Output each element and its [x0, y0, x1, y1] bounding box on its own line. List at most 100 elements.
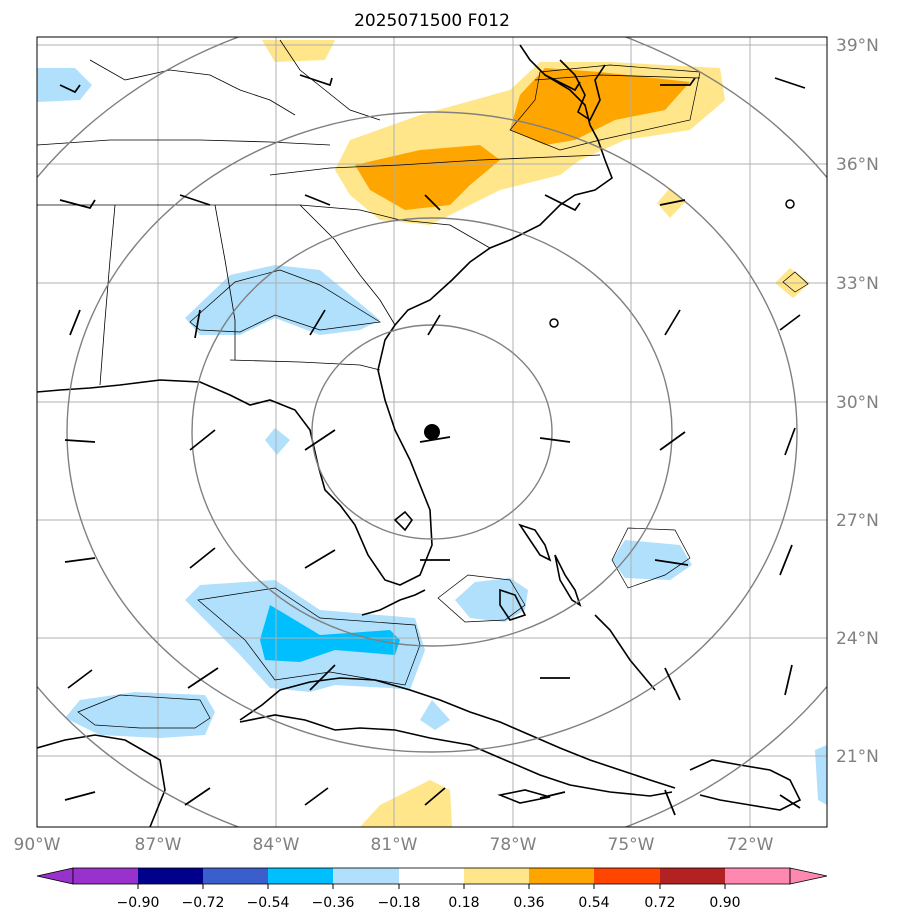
- lat-label: 27°N: [836, 511, 879, 531]
- calm-wind-circle: [549, 318, 559, 328]
- colorbar-segment: [268, 868, 333, 884]
- colorbar-label: −0.90: [117, 895, 160, 911]
- lat-label: 33°N: [836, 274, 879, 294]
- bahamas-chain: [594, 614, 656, 691]
- colorbar-label: −0.36: [312, 895, 355, 911]
- contour-gulf-south: [197, 587, 421, 686]
- wind-barb: [64, 791, 96, 801]
- wind-barb: [309, 664, 336, 691]
- chesapeake-bay: [559, 59, 606, 122]
- colorbar-outline: [72, 867, 791, 885]
- colorbar-over-arrow: [789, 867, 828, 885]
- wind-barb: [654, 559, 689, 566]
- florida-keys: [361, 589, 426, 616]
- wind-barb: [189, 429, 216, 451]
- wind-barb: [59, 199, 96, 209]
- wind-barb: [64, 439, 96, 443]
- colorbar-label: 0.72: [644, 895, 675, 911]
- storm-center-marker: [424, 424, 440, 440]
- wind-barb: [189, 547, 216, 569]
- wind-barb: [419, 436, 451, 443]
- wind-barb: [664, 789, 676, 816]
- lat-label: 39°N: [836, 36, 879, 56]
- anomaly-contours: [77, 64, 809, 729]
- graticule: [37, 37, 827, 827]
- wind-barb: [664, 667, 681, 701]
- border-ky-tn: [37, 139, 331, 146]
- wind-barb: [424, 787, 446, 806]
- positive-region-south: [360, 780, 452, 827]
- calm-wind-circle: [785, 199, 795, 209]
- jamaica: [497, 789, 551, 804]
- bahamas-eleuthera: [554, 554, 582, 607]
- map-area: [37, 37, 827, 827]
- contour-cuba-west: [77, 694, 211, 729]
- border-va-nc: [269, 154, 601, 176]
- wind-barb: [304, 787, 329, 806]
- longitude-labels: 90°W 87°W 84°W 81°W 78°W 75°W 72°W: [14, 835, 774, 855]
- map-frame: [36, 36, 828, 828]
- range-ring-2: [191, 217, 673, 647]
- wind-barb: [424, 194, 441, 211]
- negative-region-cuba-west: [65, 692, 215, 738]
- latitude-labels: 39°N 36°N 33°N 30°N 27°N 24°N 21°N: [836, 36, 879, 767]
- negative-region-small2: [420, 700, 450, 730]
- wind-barb: [184, 787, 211, 806]
- range-rings: [37, 37, 827, 827]
- negative-region-top-left: [37, 68, 92, 102]
- lon-label: 75°W: [608, 835, 655, 855]
- lon-label: 81°W: [371, 835, 418, 855]
- colorbar-segment: [725, 868, 790, 884]
- colorbar-segment: [464, 868, 529, 884]
- colorbar-segment: [73, 868, 138, 884]
- map-title: 2025071500 F012: [354, 11, 510, 31]
- colorbar-under-arrow: [36, 867, 74, 885]
- wind-barb: [779, 544, 793, 576]
- lon-label: 84°W: [253, 835, 300, 855]
- contour-positive-ne: [509, 64, 701, 151]
- colorbar-segment: [660, 868, 725, 884]
- wind-barb: [304, 429, 336, 451]
- lon-label: 78°W: [490, 835, 537, 855]
- wind-barb: [539, 437, 571, 443]
- colorbar-label: 0.54: [578, 895, 609, 911]
- lat-label: 30°N: [836, 393, 879, 413]
- wind-barb: [784, 664, 793, 696]
- colorbar-label: −0.54: [247, 895, 290, 911]
- lon-label: 90°W: [14, 835, 61, 855]
- colorbar-label: −0.72: [182, 895, 225, 911]
- lat-label: 24°N: [836, 629, 879, 649]
- lat-label: 21°N: [836, 747, 879, 767]
- wind-barb: [59, 84, 81, 94]
- colorbar-segment: [138, 868, 203, 884]
- wind-barb: [299, 74, 333, 87]
- wind-barb: [187, 667, 219, 689]
- colorbar-segment: [333, 868, 399, 884]
- border-ga-al: [214, 204, 236, 360]
- range-ring-1: [311, 324, 553, 540]
- lat-label: 36°N: [836, 155, 879, 175]
- wind-barb: [784, 427, 796, 456]
- range-ring-3: [66, 111, 798, 753]
- coastlines: [37, 44, 802, 827]
- strong-negative-region-gulf-south: [260, 605, 400, 662]
- wind-barb: [659, 199, 686, 206]
- colorbar-ticks: [137, 884, 726, 889]
- wind-barb: [539, 791, 566, 799]
- lon-label: 72°W: [727, 835, 774, 855]
- wind-barb: [64, 557, 96, 563]
- cuba-north: [239, 677, 676, 789]
- colorbar-label: 0.36: [513, 895, 544, 911]
- colorbar-label: 0.90: [709, 895, 740, 911]
- wind-barb: [774, 77, 806, 89]
- negative-region-bahamas: [455, 578, 528, 622]
- wind-barb: [309, 309, 326, 336]
- positive-anomaly-shading: [262, 40, 810, 827]
- wind-barb: [69, 309, 81, 336]
- colorbar-label: 0.18: [448, 895, 479, 911]
- contour-east: [611, 527, 691, 589]
- strong-positive-region-chesapeake: [510, 68, 690, 145]
- contour-bahamas: [437, 574, 526, 623]
- border-ga-fl: [229, 359, 381, 371]
